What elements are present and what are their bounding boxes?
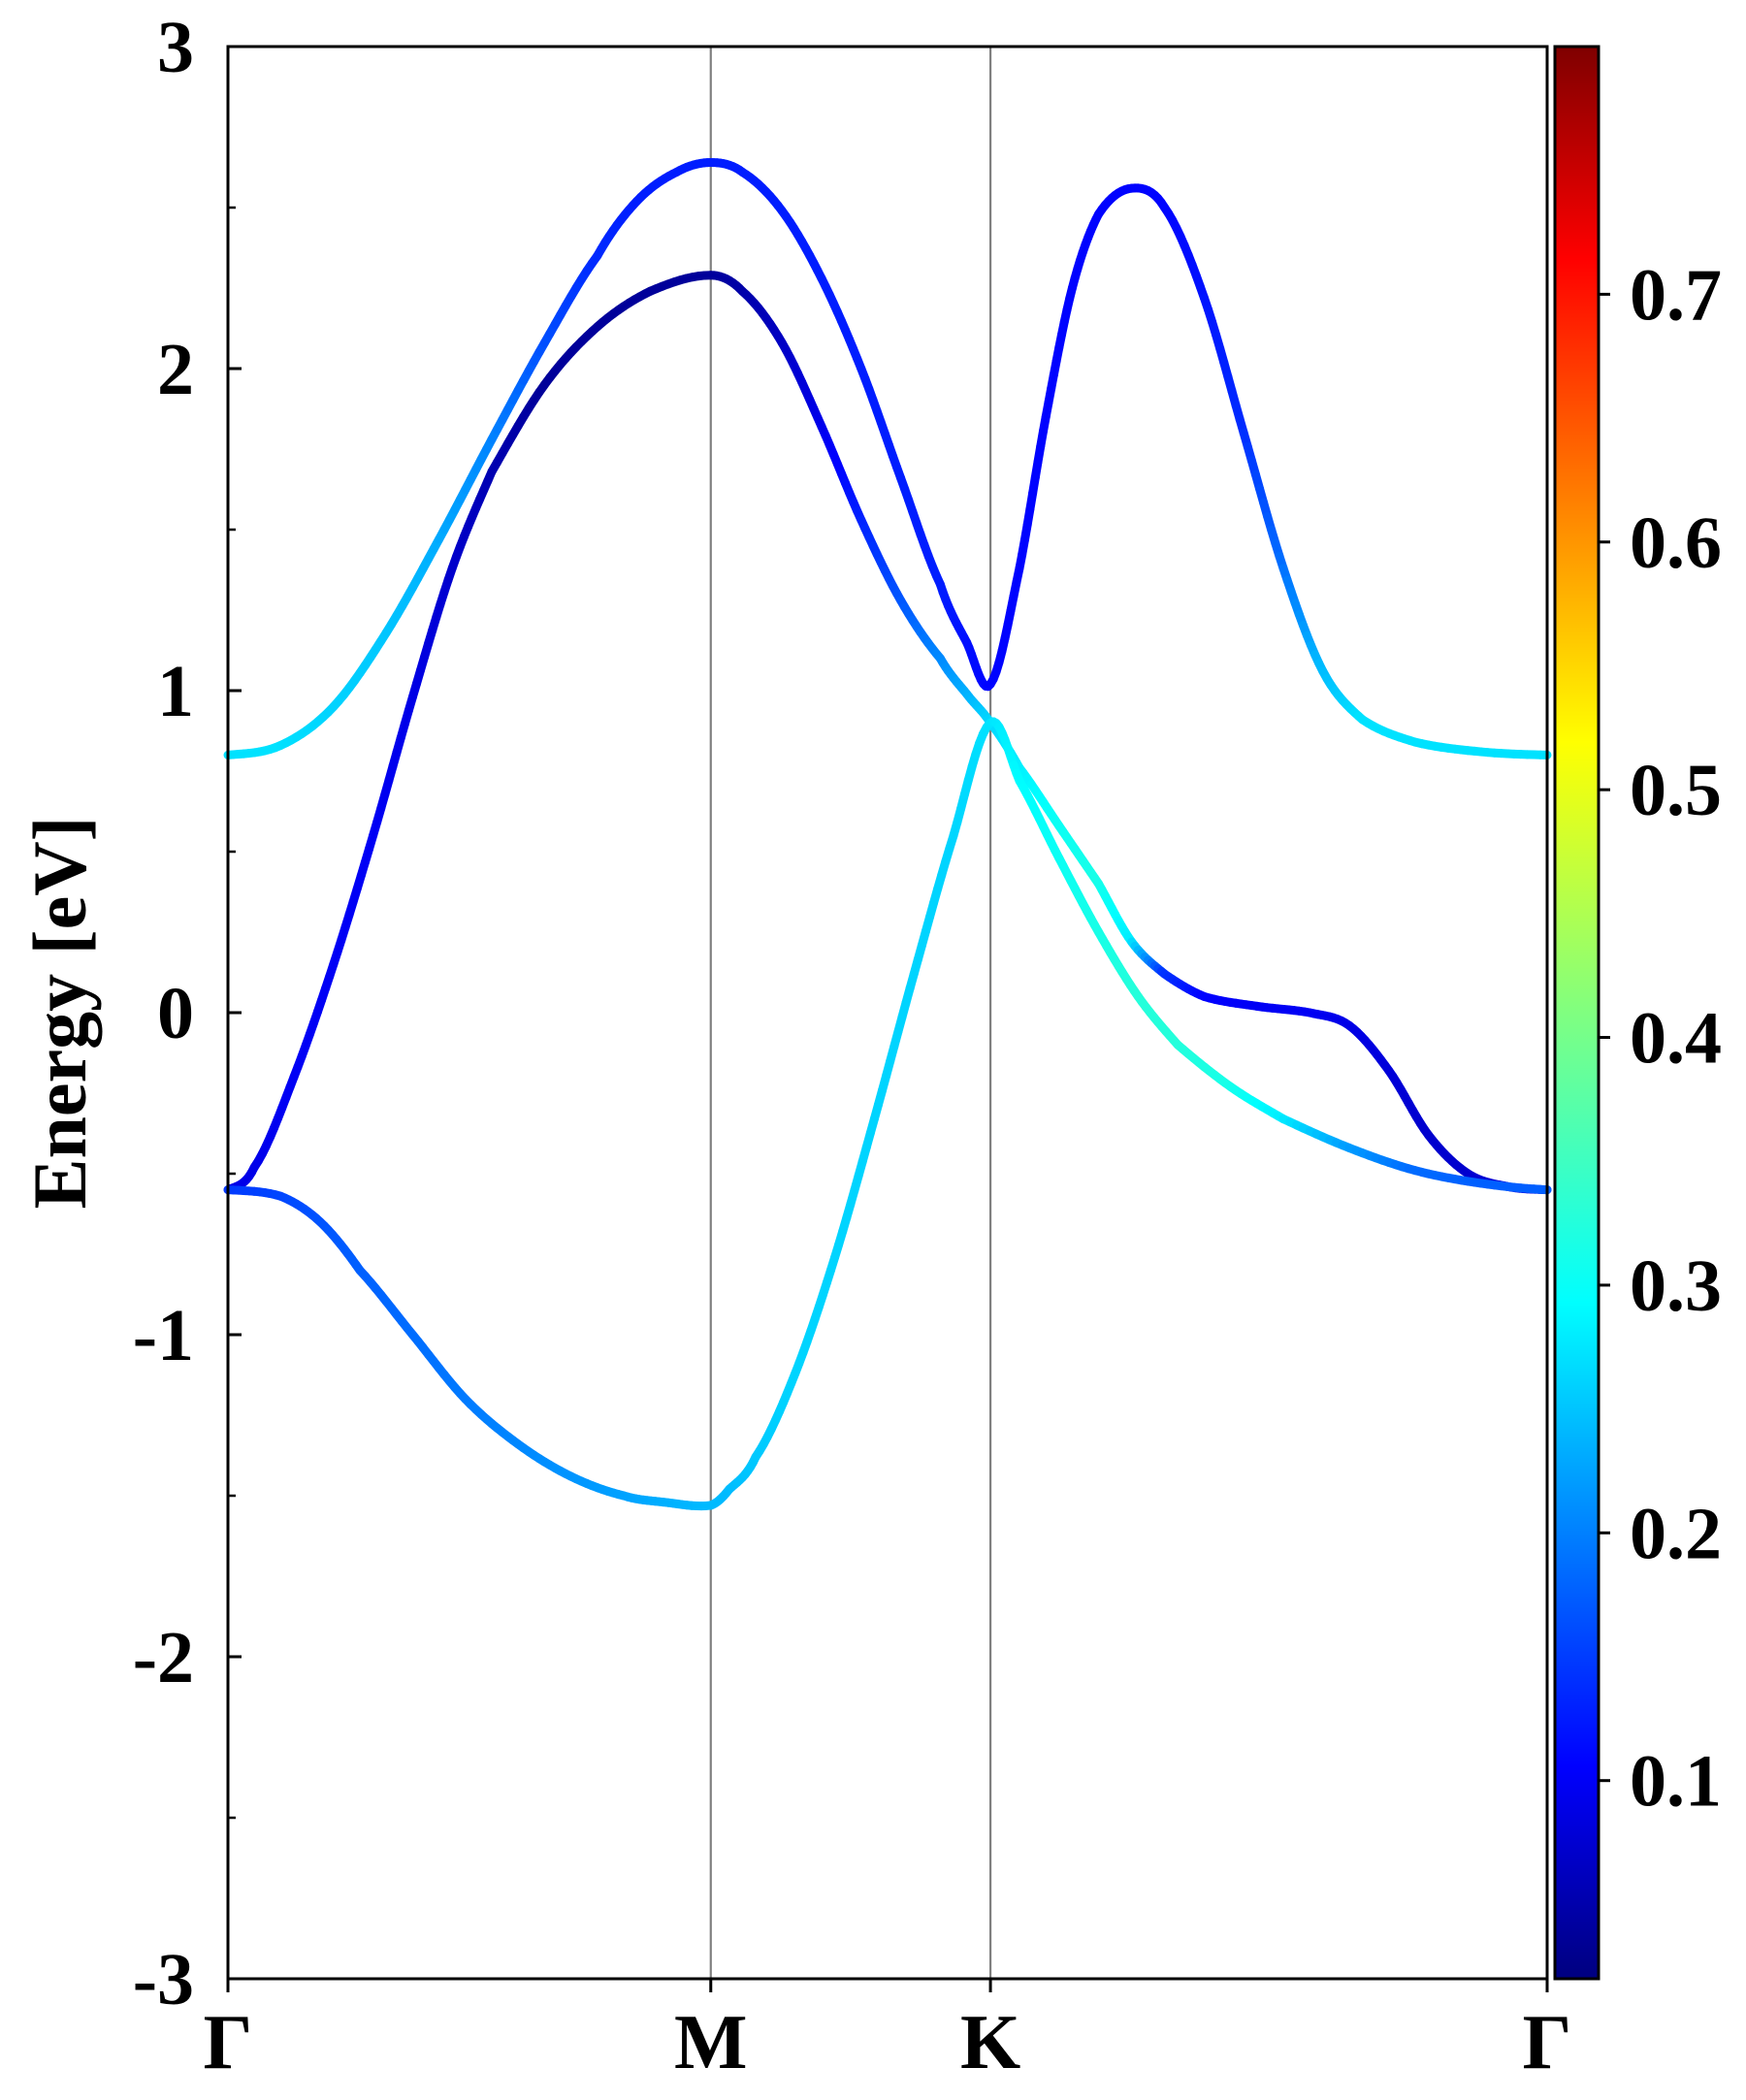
colorbar-tick-label: 0.4 <box>1630 998 1722 1080</box>
colorbar-tick-label: 0.1 <box>1630 1741 1722 1823</box>
colorbar-tick-label: 0.2 <box>1630 1493 1722 1574</box>
x-tick-label: K <box>960 2000 1020 2085</box>
colorbar-tick-label: 0.7 <box>1630 254 1722 336</box>
band-2 <box>228 275 1547 1190</box>
y-tick-label: 0 <box>157 973 194 1054</box>
colorbar-ticks: 0.1 0.2 0.3 0.4 0.5 0.6 0.7 <box>1599 254 1722 1822</box>
bands <box>228 163 1547 1506</box>
y-tick-label: -3 <box>133 1939 194 2020</box>
colorbar-tick-label: 0.6 <box>1630 502 1722 584</box>
x-tick-label: Γ <box>204 2000 253 2085</box>
y-axis-label: Energy [eV] <box>17 816 102 1209</box>
y-axis: -3 -2 -1 0 1 2 3 <box>133 7 242 2020</box>
colorbar-tick-label: 0.5 <box>1630 750 1722 831</box>
y-tick-label: 2 <box>157 329 194 410</box>
colorbar <box>1555 47 1599 1979</box>
y-tick-label: -1 <box>133 1295 194 1376</box>
y-tick-label: 1 <box>157 651 194 732</box>
band-3 <box>228 722 1547 1506</box>
colorbar-tick-label: 0.3 <box>1630 1245 1722 1327</box>
plot-frame <box>228 47 1547 1979</box>
x-tick-label: M <box>674 2000 748 2085</box>
y-tick-label: -2 <box>133 1617 194 1698</box>
y-tick-label: 3 <box>157 7 194 88</box>
x-tick-label: Γ <box>1523 2000 1572 2085</box>
